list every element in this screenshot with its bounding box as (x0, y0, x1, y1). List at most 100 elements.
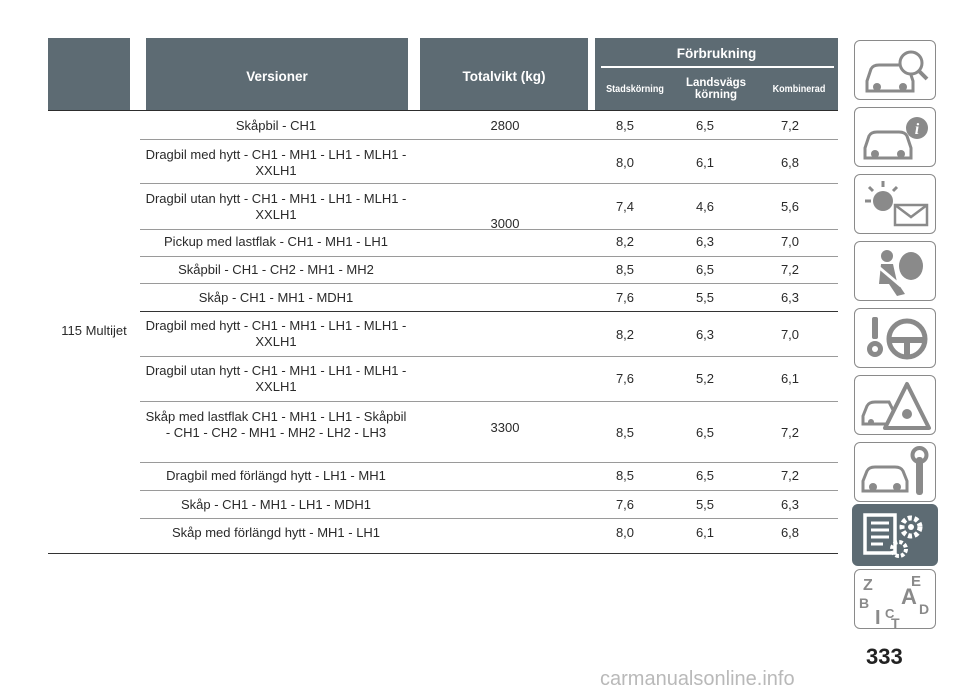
table-row-city: 7,6 (615, 290, 635, 305)
row-divider (140, 401, 838, 402)
warning-light-message-icon (865, 181, 929, 227)
key-steering-wheel-icon (867, 317, 928, 360)
row-divider (140, 256, 838, 257)
weight-2800: 2800 (490, 118, 520, 133)
table-row-version: Pickup med lastflak - CH1 - MH1 - LH1 (164, 234, 388, 249)
table-row-version: Skåp med förlängd hytt - MH1 - LH1 (171, 525, 381, 540)
svg-text:T: T (891, 615, 900, 630)
svg-text:C: C (885, 606, 895, 621)
car-hazard-triangle-icon (861, 382, 931, 430)
tab-starting-driving[interactable] (854, 308, 936, 368)
table-row-combined: 5,6 (780, 199, 800, 214)
spec-list-gear-icon (863, 513, 923, 558)
engine-label: 115 Multijet (61, 323, 127, 338)
table-row-city: 7,4 (615, 199, 635, 214)
table-row-city: 8,5 (615, 118, 635, 133)
tab-technical-data[interactable] (852, 504, 938, 566)
row-divider (140, 229, 838, 230)
table-row-version: Dragbil med hytt - CH1 - MH1 - LH1 - MLH… (145, 147, 407, 178)
header-weight-cell: Totalvikt (kg) (420, 38, 588, 110)
svg-text:D: D (919, 601, 929, 617)
watermark: carmanualsonline.info (600, 668, 795, 690)
table-row-version: Dragbil med hytt - CH1 - MH1 - LH1 - MLH… (145, 318, 407, 349)
table-row-highway: 6,5 (695, 468, 715, 483)
tab-warning-lights[interactable] (854, 174, 936, 234)
row-divider (140, 139, 838, 140)
table-row-combined: 7,2 (780, 425, 800, 440)
table-row-combined: 6,8 (780, 525, 800, 540)
row-divider (140, 462, 838, 463)
car-wrench-icon (861, 446, 929, 495)
tab-index[interactable]: Z E B A D I C T (854, 569, 936, 630)
table-row-city: 8,5 (615, 262, 635, 277)
tab-maintenance[interactable] (854, 442, 936, 502)
header-divider (601, 66, 834, 68)
table-row-highway: 5,5 (695, 290, 715, 305)
table-row-version: Skåpbil - CH1 - CH2 - MH1 - MH2 (178, 262, 374, 277)
table-row-version: Skåp med lastflak CH1 - MH1 - LH1 - Skåp… (145, 409, 407, 440)
table-row-version: Dragbil med förlängd hytt - LH1 - MH1 (166, 468, 386, 483)
table-row-combined: 7,2 (780, 118, 800, 133)
table-row-combined: 6,1 (780, 371, 800, 386)
alphabet-index-icon: Z E B A D I C T (859, 573, 929, 630)
table-row-highway: 6,5 (695, 118, 715, 133)
table-row-highway: 4,6 (695, 199, 715, 214)
table-row-city: 7,6 (615, 497, 635, 512)
table-row-combined: 7,0 (780, 327, 800, 342)
header-consumption: Förbrukning (676, 46, 757, 61)
header-consumption-cell: Förbrukning Stadskörning Landsvägs körni… (595, 38, 838, 110)
tab-car-search[interactable] (854, 40, 936, 100)
row-divider (140, 518, 838, 519)
table-row-version: Dragbil utan hytt - CH1 - MH1 - LH1 - ML… (145, 191, 407, 222)
table-row-highway: 6,1 (695, 525, 715, 540)
tab-car-info[interactable]: i (854, 107, 936, 167)
table-row-combined: 7,2 (780, 262, 800, 277)
header-city: Stadskörning (606, 83, 664, 95)
car-info-icon: i (863, 117, 928, 160)
header-bottom-rule (48, 110, 838, 111)
table-row-version: Skåpbil - CH1 (235, 118, 317, 133)
table-row-city: 7,6 (615, 371, 635, 386)
table-row-highway: 6,3 (695, 234, 715, 249)
table-row-combined: 6,3 (780, 497, 800, 512)
header-weight: Totalvikt (kg) (462, 69, 546, 84)
table-row-city: 8,5 (615, 425, 635, 440)
row-divider (140, 356, 838, 357)
svg-text:B: B (859, 595, 869, 611)
table-row-highway: 5,5 (695, 497, 715, 512)
car-search-icon (865, 50, 929, 93)
row-divider (140, 183, 838, 184)
svg-text:A: A (901, 584, 917, 609)
table-row-combined: 6,8 (780, 155, 800, 170)
row-divider (140, 283, 838, 284)
svg-text:Z: Z (863, 577, 873, 594)
header-combined: Kombinerad (772, 83, 826, 95)
table-row-version: Skåp - CH1 - MH1 - LH1 - MDH1 (181, 497, 371, 512)
table-row-version: Dragbil utan hytt - CH1 - MH1 - LH1 - ML… (145, 363, 407, 394)
table-row-combined: 6,3 (780, 290, 800, 305)
table-bottom-rule (48, 553, 838, 554)
header-versions-cell: Versioner (146, 38, 408, 110)
svg-text:i: i (915, 121, 920, 138)
table-row-city: 8,0 (615, 155, 635, 170)
tab-safety[interactable] (854, 241, 936, 301)
table-row-combined: 7,2 (780, 468, 800, 483)
page-number: 333 (866, 644, 903, 669)
row-divider (140, 311, 838, 312)
table-row-combined: 7,0 (780, 234, 800, 249)
table-row-highway: 6,5 (695, 425, 715, 440)
table-row-highway: 6,1 (695, 155, 715, 170)
header-highway: Landsvägs körning (685, 77, 747, 101)
airbag-person-icon (874, 250, 923, 296)
svg-text:I: I (875, 607, 881, 629)
header-versions: Versioner (246, 69, 308, 84)
table-row-city: 8,2 (615, 327, 635, 342)
table-row-highway: 6,3 (695, 327, 715, 342)
svg-text:E: E (911, 573, 921, 590)
table-row-city: 8,5 (615, 468, 635, 483)
table-row-version: Skåp - CH1 - MH1 - MDH1 (198, 290, 354, 305)
table-row-highway: 5,2 (695, 371, 715, 386)
weight-3000: 3000 (490, 216, 520, 231)
tab-emergency[interactable] (854, 375, 936, 435)
table-row-city: 8,2 (615, 234, 635, 249)
